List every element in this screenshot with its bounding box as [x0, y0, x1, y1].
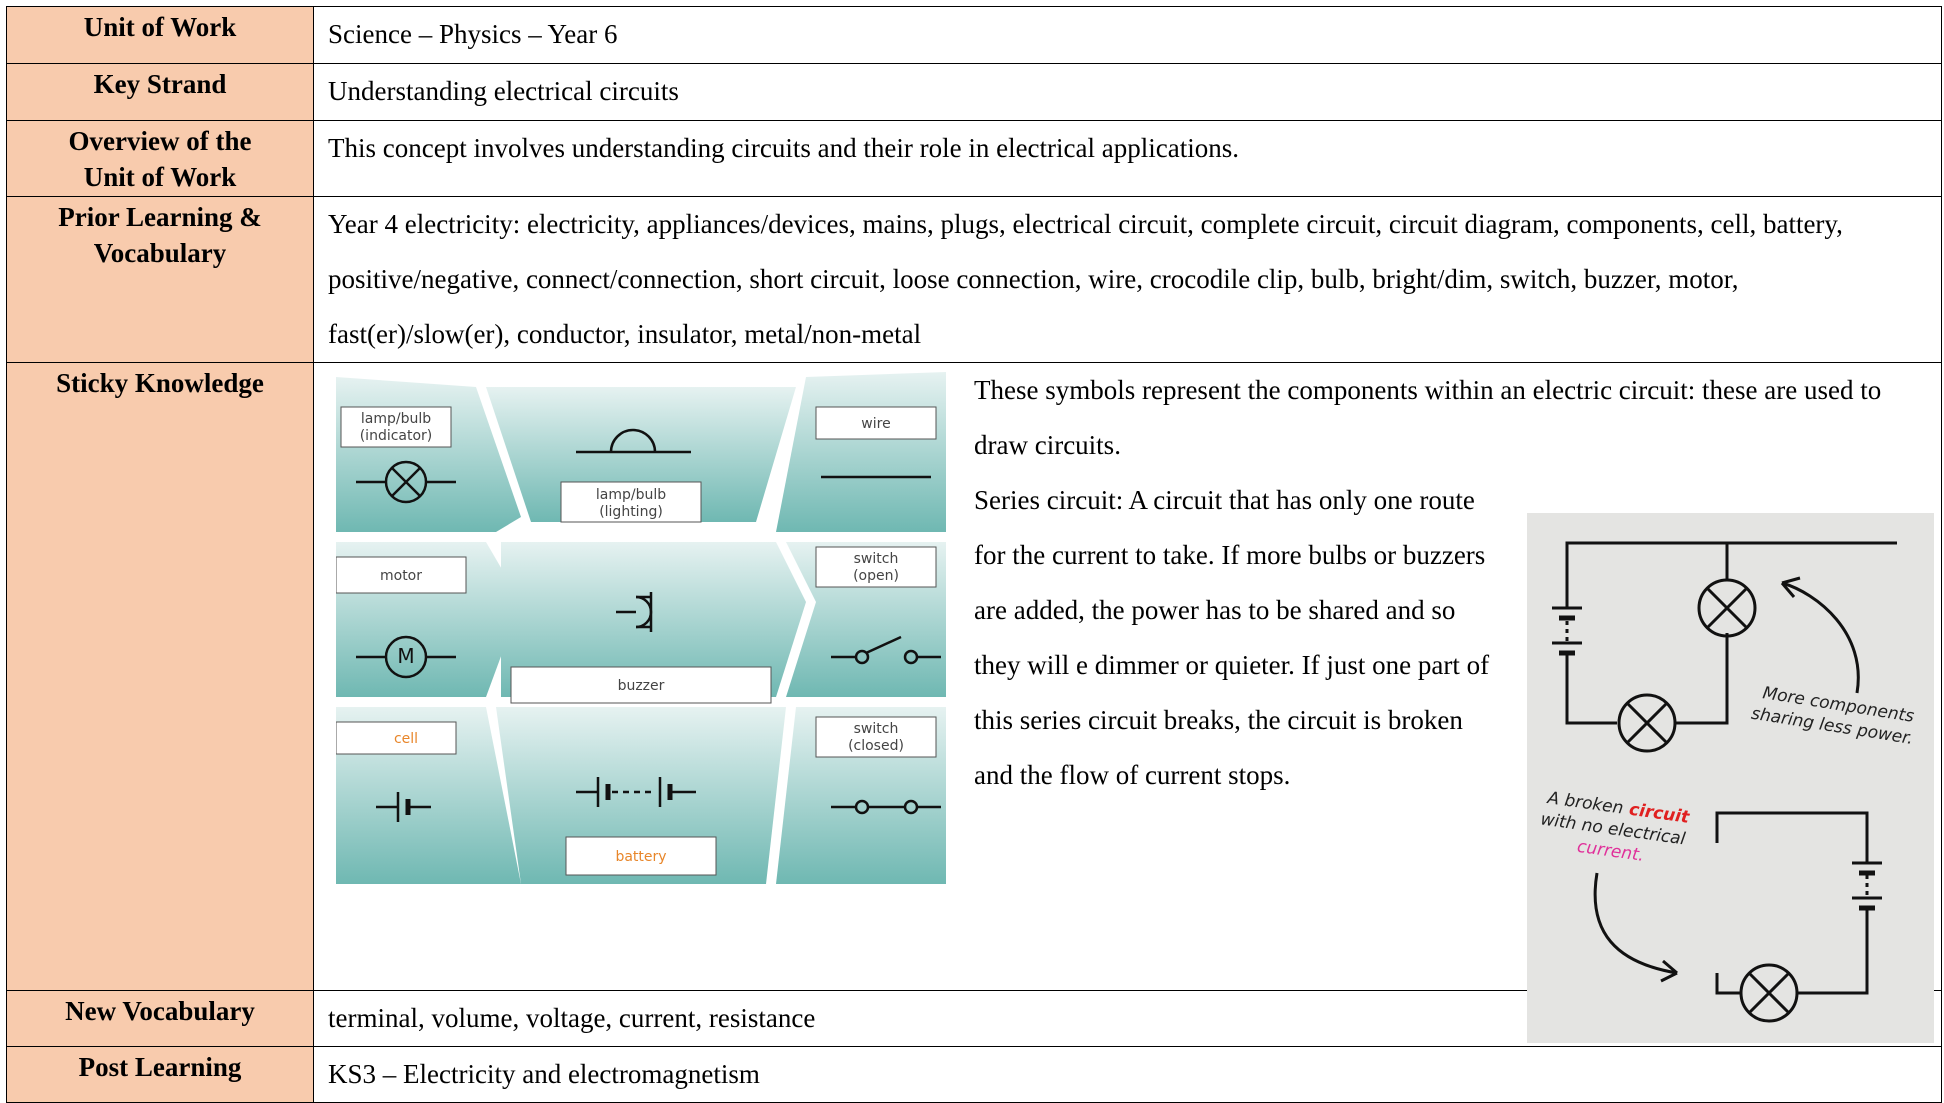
row-label: Prior Learning & Vocabulary — [6, 196, 314, 363]
row-label: Unit of Work — [6, 6, 314, 64]
symbol-label: battery — [615, 849, 666, 865]
row-content: Science – Physics – Year 6 — [313, 6, 1942, 64]
symbol-label: wire — [861, 416, 890, 432]
row-content: KS3 – Electricity and electromagnetism — [313, 1046, 1942, 1103]
row-label: New Vocabulary — [6, 990, 314, 1047]
symbol-label: motor — [380, 568, 422, 584]
symbol-label: (lighting) — [599, 504, 663, 520]
row-label: Key Strand — [6, 63, 314, 121]
row: Key Strand Understanding electrical circu… — [6, 63, 1942, 121]
row-content: Understanding electrical circuits — [313, 63, 1942, 121]
symbol-label: (indicator) — [360, 428, 433, 444]
row: Prior Learning & Vocabulary Year 4 electr… — [6, 196, 1942, 363]
symbols-chart: lamp/bulb(indicator) lamp/bulb(lighting)… — [336, 372, 946, 884]
symbol-label: lamp/bulb — [596, 487, 666, 503]
symbols — [356, 428, 941, 822]
row-label: Post Learning — [6, 1046, 314, 1103]
circuit-illustration: More componentssharing less power. A bro… — [1527, 513, 1934, 1043]
illustration-bg — [1527, 513, 1934, 1043]
paragraph: These symbols represent the components w… — [974, 375, 1882, 460]
symbol-label: (closed) — [848, 738, 904, 754]
row: Unit of Work Science – Physics – Year 6 — [6, 6, 1942, 64]
unit-table: Unit of Work Science – Physics – Year 6 K… — [6, 6, 1942, 1103]
row: Sticky Knowledge lamp/bulb (indicator) la… — [6, 362, 1942, 1043]
row-label: Sticky Knowledge — [6, 362, 314, 991]
symbol-labels: lamp/bulb(indicator) lamp/bulb(lighting)… — [360, 411, 904, 865]
symbol-label: lamp/bulb — [361, 411, 431, 427]
row: Post Learning KS3 – Electricity and elect… — [6, 1046, 1942, 1103]
circuits — [1552, 541, 1897, 1023]
symbol-label: switch — [854, 721, 899, 737]
symbol-label: (open) — [853, 568, 899, 584]
symbol-label: switch — [854, 551, 899, 567]
motor-letter: M — [397, 644, 414, 668]
row-label: Overview of the Unit of Work — [6, 120, 314, 197]
label-boxes — [336, 406, 937, 876]
row-content: lamp/bulb (indicator) lamp/bulb (lighting)… — [313, 362, 1942, 1043]
symbol-label: buzzer — [618, 678, 665, 694]
paragraph: Series circuit: A circuit that has only … — [974, 485, 1490, 790]
row-content: Year 4 electricity: electricity, applian… — [313, 196, 1942, 363]
row: Overview of the Unit of Work This concept… — [6, 120, 1942, 197]
sticky-text: These symbols represent the components w… — [974, 363, 1934, 1043]
row-content: This concept involves understanding circ… — [313, 120, 1942, 197]
symbol-label: cell — [394, 731, 418, 747]
